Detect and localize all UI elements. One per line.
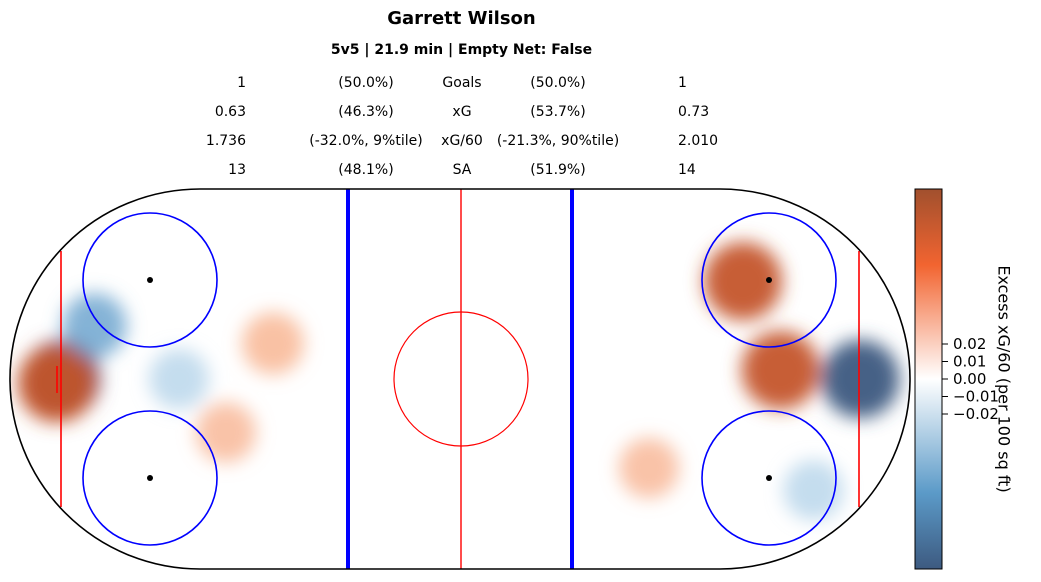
heat-cell [741, 331, 820, 410]
stat-label: Goals [442, 75, 482, 91]
faceoff-dot [766, 475, 772, 481]
heat-cell [242, 312, 304, 375]
stat-label: xG [452, 104, 472, 120]
stat-right-pct: (50.0%) [530, 75, 586, 91]
stat-label: SA [452, 162, 472, 178]
colorbar-gradient [914, 188, 943, 570]
center-faceoff-circle [393, 311, 529, 447]
stat-left-value: 0.63 [214, 104, 246, 120]
stat-label: xG/60 [441, 133, 483, 149]
faceoff-dot [147, 475, 153, 481]
stat-left-pct: (-32.0%, 9%tile) [309, 133, 423, 149]
stat-right-value: 1 [678, 75, 687, 91]
stat-left-pct: (48.1%) [338, 162, 394, 178]
colorbar-tick-label: 0.01 [953, 353, 986, 371]
rink-boards [9, 188, 911, 570]
colorbar: 0.020.010.00−0.01−0.02 [914, 188, 999, 570]
faceoff-circle [82, 212, 218, 348]
heat-cell [783, 460, 844, 521]
faceoff-circle [82, 410, 218, 546]
colorbar-tick-label: −0.01 [953, 388, 999, 406]
faceoff-dot [147, 277, 153, 283]
stat-left-value: 1 [237, 75, 246, 91]
heat-cell [62, 293, 127, 358]
stat-left-pct: (50.0%) [338, 75, 394, 91]
colorbar-tick-label: 0.00 [953, 370, 986, 388]
colorbar-label: Excess xG/60 (per 100 sq ft) [994, 265, 1014, 493]
stat-right-value: 0.73 [678, 104, 710, 120]
heat-cell [821, 339, 900, 419]
stat-right-value: 2.010 [678, 133, 719, 149]
chart-subtitle: 5v5 | 21.9 min | Empty Net: False [330, 42, 593, 58]
stat-right-value: 14 [678, 162, 696, 178]
stat-left-pct: (46.3%) [338, 104, 394, 120]
faceoff-circle [701, 410, 837, 546]
stat-right-pct: (51.9%) [530, 162, 586, 178]
faceoff-circle [701, 212, 837, 348]
stat-right-pct: (-21.3%, 90%tile) [496, 133, 620, 149]
stat-left-value: 1.736 [205, 133, 246, 149]
heat-cell [618, 437, 680, 499]
heatmap-layer [17, 242, 900, 521]
colorbar-tick-label: −0.02 [953, 405, 999, 423]
stat-right-pct: (53.7%) [530, 104, 586, 120]
stat-left-value: 13 [228, 162, 246, 178]
rink-markings [9, 188, 911, 570]
chart-title: Garrett Wilson [387, 8, 536, 29]
heat-cell [703, 242, 783, 321]
faceoff-dot [766, 277, 772, 283]
heat-cell [195, 402, 257, 463]
heat-cell [148, 348, 210, 410]
colorbar-tick-label: 0.02 [953, 335, 986, 353]
